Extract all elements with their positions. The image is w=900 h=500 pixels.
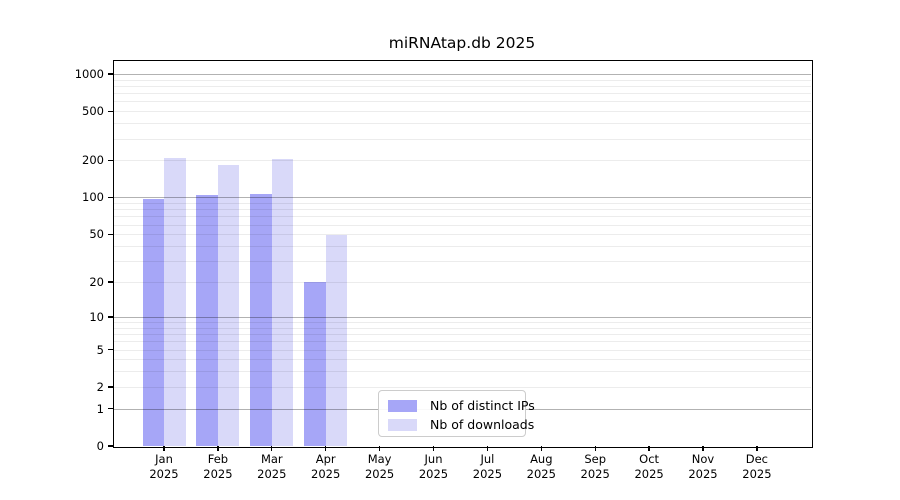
x-tick-mark xyxy=(756,446,758,451)
x-tick-label: Jun 2025 xyxy=(418,452,449,481)
x-tick-mark xyxy=(378,446,381,451)
bar-distinct-ips xyxy=(142,199,164,446)
x-tick-label: Sep 2025 xyxy=(580,452,610,481)
y-tick-mark xyxy=(108,73,113,75)
y-tick-mark xyxy=(108,233,113,235)
y-gridline-minor xyxy=(113,111,811,113)
y-tick-label: 20 xyxy=(89,275,104,290)
y-gridline-minor xyxy=(113,246,811,247)
x-tick-label: Feb 2025 xyxy=(203,452,233,481)
y-gridline-minor xyxy=(113,138,811,140)
y-tick-mark xyxy=(108,316,113,318)
bar-distinct-ips xyxy=(250,193,272,446)
x-tick-label: Jan 2025 xyxy=(149,452,179,481)
y-gridline-minor xyxy=(113,234,811,236)
x-tick-label: Apr 2025 xyxy=(311,452,341,481)
x-tick-label: Mar 2025 xyxy=(257,452,287,481)
y-gridline-minor xyxy=(113,282,811,284)
y-gridline-minor xyxy=(113,79,811,81)
legend-item-distinct-ips: Nb of distinct IPs xyxy=(388,396,535,415)
x-tick-mark xyxy=(594,446,596,451)
x-tick-label: Oct 2025 xyxy=(634,452,664,481)
y-gridline-minor xyxy=(113,93,811,95)
y-tick-mark xyxy=(108,159,113,162)
y-tick-label: 10 xyxy=(89,309,104,324)
y-gridline-minor xyxy=(113,85,811,87)
x-tick-mark xyxy=(217,446,219,451)
bar-distinct-ips xyxy=(196,194,218,446)
y-tick-label: 200 xyxy=(82,153,104,168)
legend-swatch-downloads xyxy=(388,418,417,431)
y-tick-label: 1000 xyxy=(74,66,104,81)
chart-title: miRNAtap.db 2025 xyxy=(388,34,536,52)
y-gridline-minor xyxy=(113,359,811,361)
y-gridline-minor xyxy=(113,327,811,329)
x-tick-mark xyxy=(432,446,435,451)
y-tick-mark xyxy=(108,281,113,283)
y-gridline-minor xyxy=(113,334,811,336)
y-tick-label: 1 xyxy=(96,401,104,416)
y-gridline-major xyxy=(113,73,811,75)
x-tick-label: Nov 2025 xyxy=(688,452,718,481)
y-gridline-minor xyxy=(113,261,811,263)
y-gridline-minor xyxy=(113,216,811,218)
x-tick-mark xyxy=(271,446,273,451)
x-tick-mark xyxy=(540,446,542,451)
legend-label-downloads: Nb of downloads xyxy=(430,417,535,432)
x-tick-mark xyxy=(702,446,704,451)
y-gridline-minor xyxy=(113,224,811,226)
y-gridline-minor xyxy=(113,101,811,103)
y-gridline-minor xyxy=(113,160,811,162)
y-gridline-minor xyxy=(113,123,811,125)
y-tick-label: 100 xyxy=(82,190,104,205)
y-gridline-minor xyxy=(113,322,811,323)
y-gridline-minor xyxy=(113,203,811,205)
x-tick-label: Aug 2025 xyxy=(526,452,556,481)
bar-downloads xyxy=(217,165,240,446)
y-tick-label: 2 xyxy=(96,379,104,394)
legend: Nb of distinct IPs Nb of downloads xyxy=(378,390,535,437)
y-tick-mark xyxy=(108,407,113,410)
y-gridline-minor xyxy=(113,371,811,373)
y-tick-label: 0 xyxy=(96,439,104,453)
x-tick-mark xyxy=(486,446,489,451)
bar-downloads xyxy=(325,235,348,446)
x-tick-label: Dec 2025 xyxy=(742,452,772,481)
y-tick-mark xyxy=(108,110,113,112)
x-tick-label: May 2025 xyxy=(364,452,395,481)
x-tick-mark xyxy=(648,446,650,451)
y-tick-label: 50 xyxy=(89,227,104,242)
y-gridline-minor xyxy=(113,386,811,388)
bar-downloads xyxy=(271,159,294,446)
bar-distinct-ips xyxy=(304,282,326,446)
y-tick-mark xyxy=(108,445,113,447)
y-gridline-major xyxy=(113,197,811,199)
legend-item-downloads: Nb of downloads xyxy=(388,415,534,434)
legend-swatch-distinct-ips xyxy=(388,399,417,412)
y-tick-label: 5 xyxy=(96,342,104,357)
y-tick-mark xyxy=(108,386,113,388)
y-gridline-minor xyxy=(113,349,811,351)
y-gridline-minor xyxy=(113,209,811,211)
y-tick-mark xyxy=(108,348,113,351)
bar-downloads xyxy=(164,157,186,446)
legend-label-distinct-ips: Nb of distinct IPs xyxy=(430,398,535,413)
y-tick-mark xyxy=(108,196,113,199)
y-tick-label: 500 xyxy=(82,104,104,119)
x-tick-label: Jul 2025 xyxy=(472,452,503,481)
y-gridline-major xyxy=(113,316,811,318)
x-tick-mark xyxy=(163,446,165,451)
y-gridline-minor xyxy=(113,341,811,343)
x-tick-mark xyxy=(325,446,327,451)
